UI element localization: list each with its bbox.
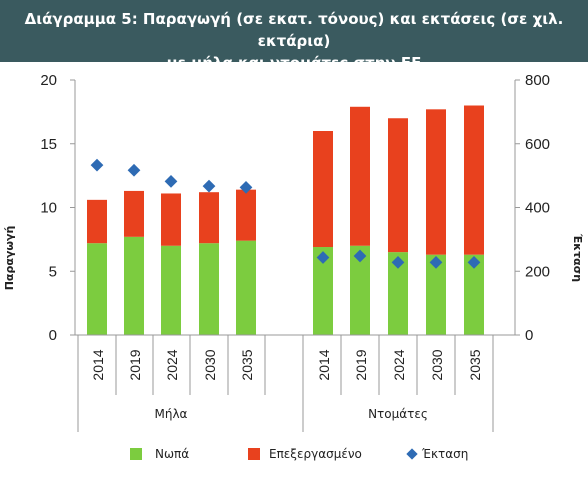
area-marker [164,174,178,188]
bar-processed [350,106,370,246]
bar-processed [87,199,107,244]
diamond-marks [90,158,481,269]
bar-processed [464,105,484,255]
x-tick-label: 2019 [353,349,369,380]
bar-fresh [124,236,144,335]
y2-tick-label: 0 [525,327,533,344]
x-tick-label: 2024 [391,349,407,380]
x-tick-label: 2014 [90,349,106,380]
legend-swatch-processed [248,448,260,460]
x-tick-label: 2014 [316,349,332,380]
legend-label-fresh: Νωπά [155,447,189,461]
bar-processed [199,192,219,244]
bar-fresh [87,243,107,335]
y2-axis-label: Έκταση [571,233,584,282]
y2-tick-label: 600 [525,136,550,153]
legend-label-area: Έκταση [421,447,468,461]
y-tick-label: 20 [40,72,57,89]
area-marker [239,181,253,194]
bar-fresh [426,254,446,335]
x-tick-label: 2035 [467,349,483,380]
area-marker [353,249,367,263]
legend-label-processed: Επεξεργασμένο [269,447,362,461]
y-tick-label: 0 [49,327,57,344]
group-label: Μήλα [155,407,188,421]
bar-processed [426,109,446,255]
x-tick-label: 2030 [429,349,445,380]
x-tick-label: 2019 [127,349,143,380]
y-tick-label: 10 [40,200,57,217]
area-marker [467,255,481,269]
bar-processed [388,118,408,253]
legend-marker-area [406,448,418,460]
area-marker [90,158,104,172]
group-label: Ντομάτες [368,407,428,421]
bar-fresh [313,247,333,335]
area-marker [202,179,216,193]
area-marker [429,255,443,269]
bar-processed [236,189,256,241]
bar-processed [124,190,144,237]
bar-fresh [464,254,484,335]
x-tick-label: 2024 [164,349,180,380]
bar-fresh [199,243,219,335]
bar-processed [161,193,181,246]
chart-title-line-2: με μήλα και ντομάτες στην ΕΕ [166,54,422,72]
bar-marks [87,105,484,335]
x-tick-label: 2035 [239,349,255,380]
bar-fresh [388,252,408,335]
y-axis-label: Παραγωγή [3,226,16,291]
y-tick-label: 15 [40,136,57,153]
y-tick-label: 5 [49,263,57,280]
bar-fresh [350,245,370,335]
chart-title-line-1: Διάγραμμα 5: Παραγωγή (σε εκατ. τόνους) … [24,10,564,50]
bar-fresh [236,240,256,335]
legend: Νωπά Επεξεργασμένο Έκταση [130,447,468,461]
y2-tick-label: 800 [525,72,550,89]
chart-title-bar: Διάγραμμα 5: Παραγωγή (σε εκατ. τόνους) … [0,0,588,72]
area-marker [127,163,141,177]
axes: 2014 2019 2024 2030 2035 2014 2019 2024 2030 2035… [40,72,550,432]
bar-processed [313,131,333,248]
bar-fresh [161,245,181,335]
x-tick-label: 2030 [202,349,218,380]
area-marker [391,255,405,269]
legend-swatch-fresh [130,448,142,460]
y2-tick-label: 400 [525,200,550,217]
area-marker [316,251,330,264]
y2-tick-label: 200 [525,263,550,280]
